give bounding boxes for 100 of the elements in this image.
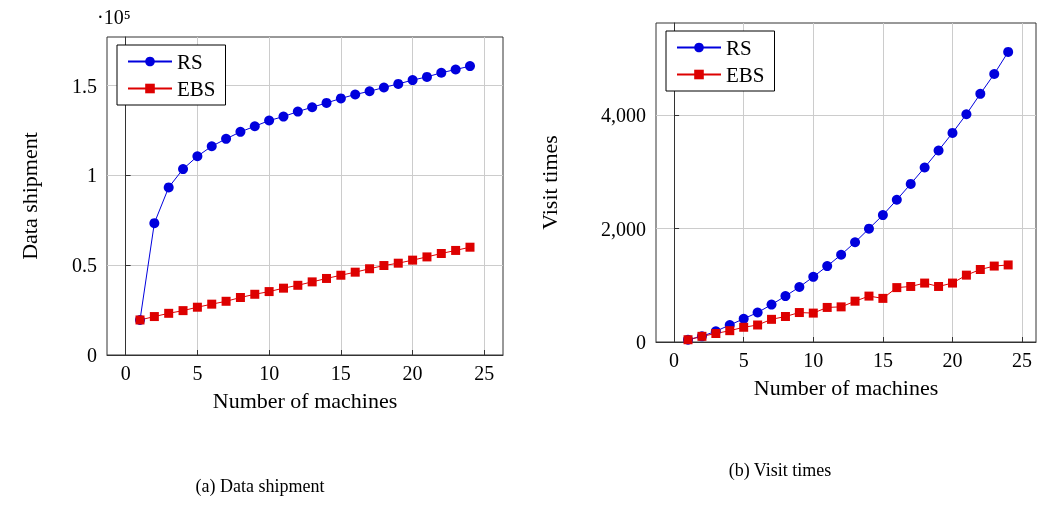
x-tick-label: 10: [259, 362, 280, 384]
point: [149, 218, 160, 229]
point: [292, 106, 303, 117]
point: [321, 97, 332, 108]
point: [739, 322, 749, 332]
point: [235, 126, 246, 137]
point: [920, 278, 930, 288]
y-axis-title: Visit times: [536, 135, 562, 230]
point: [767, 314, 777, 324]
point: [264, 115, 275, 126]
x-tick-label: 20: [942, 349, 963, 371]
point: [753, 320, 763, 330]
legend-label: EBS: [726, 62, 765, 87]
point: [975, 88, 986, 99]
x-tick-label: 0: [669, 349, 680, 371]
point: [892, 283, 902, 293]
point: [822, 302, 832, 312]
point: [794, 308, 804, 318]
point: [221, 133, 232, 144]
point: [163, 182, 174, 193]
point: [836, 302, 846, 312]
point: [919, 162, 930, 173]
y-tick-label: 4,000: [601, 104, 646, 127]
point: [221, 296, 231, 306]
point: [350, 267, 360, 277]
point: [947, 278, 957, 288]
point: [164, 308, 174, 318]
point: [393, 78, 404, 89]
point: [149, 312, 159, 322]
point: [293, 280, 303, 290]
point: [961, 109, 972, 120]
x-tick-label: 25: [1012, 349, 1033, 371]
point: [421, 71, 432, 82]
y-tick-label: 0: [636, 331, 646, 353]
x-tick-label: 10: [803, 349, 824, 371]
point: [278, 283, 288, 293]
point: [906, 281, 916, 291]
point: [780, 291, 791, 302]
point: [350, 89, 361, 100]
point: [808, 271, 819, 282]
point: [905, 178, 916, 189]
x-axis-title: Number of machines: [212, 387, 398, 413]
point: [465, 242, 475, 252]
point: [365, 264, 375, 274]
point: [780, 312, 790, 321]
point: [878, 293, 888, 303]
point: [863, 223, 874, 234]
point: [336, 270, 346, 280]
point: [961, 270, 971, 280]
point: [850, 296, 860, 306]
point: [249, 121, 260, 132]
point: [794, 282, 805, 293]
x-tick-label: 25: [474, 362, 495, 384]
point: [307, 277, 317, 287]
legend-label: RS: [177, 49, 203, 74]
point: [264, 287, 274, 297]
point: [933, 145, 944, 156]
legend-label: RS: [726, 35, 752, 60]
point: [836, 249, 847, 260]
point: [408, 255, 418, 265]
point: [278, 111, 289, 122]
x-tick-label: 15: [872, 349, 893, 371]
point: [378, 82, 389, 93]
point: [206, 141, 217, 152]
point: [1003, 260, 1013, 270]
y-tick-label: 1: [87, 164, 97, 187]
point: [207, 299, 217, 309]
y-tick-label: 1.5: [72, 74, 97, 97]
point: [307, 102, 318, 113]
point: [891, 194, 902, 205]
point: [934, 281, 944, 291]
point: [192, 151, 203, 162]
point: [407, 75, 418, 86]
point: [808, 308, 818, 318]
point: [364, 86, 375, 97]
point: [947, 127, 958, 138]
x-tick-label: 5: [738, 349, 749, 371]
point: [178, 306, 188, 316]
point: [450, 64, 461, 75]
point: [465, 61, 475, 72]
point: [436, 67, 447, 78]
y-tick-label: 2,000: [601, 217, 646, 240]
y-axis-title: Data shipment: [16, 132, 42, 260]
x-tick-label: 15: [330, 362, 351, 384]
text: (a) Data shipment: [195, 476, 325, 497]
point: [178, 164, 189, 175]
point: [975, 264, 985, 274]
point: [752, 307, 763, 318]
text: ·10⁵: [97, 6, 131, 28]
point: [725, 326, 735, 336]
point: [436, 248, 446, 258]
point: [850, 237, 861, 248]
point: [822, 261, 833, 272]
point: [335, 93, 346, 104]
x-tick-label: 20: [402, 362, 423, 384]
point: [738, 313, 749, 324]
point: [1003, 46, 1014, 57]
point: [766, 299, 777, 310]
y-tick-label: 0.5: [72, 254, 97, 277]
point: [379, 261, 389, 271]
